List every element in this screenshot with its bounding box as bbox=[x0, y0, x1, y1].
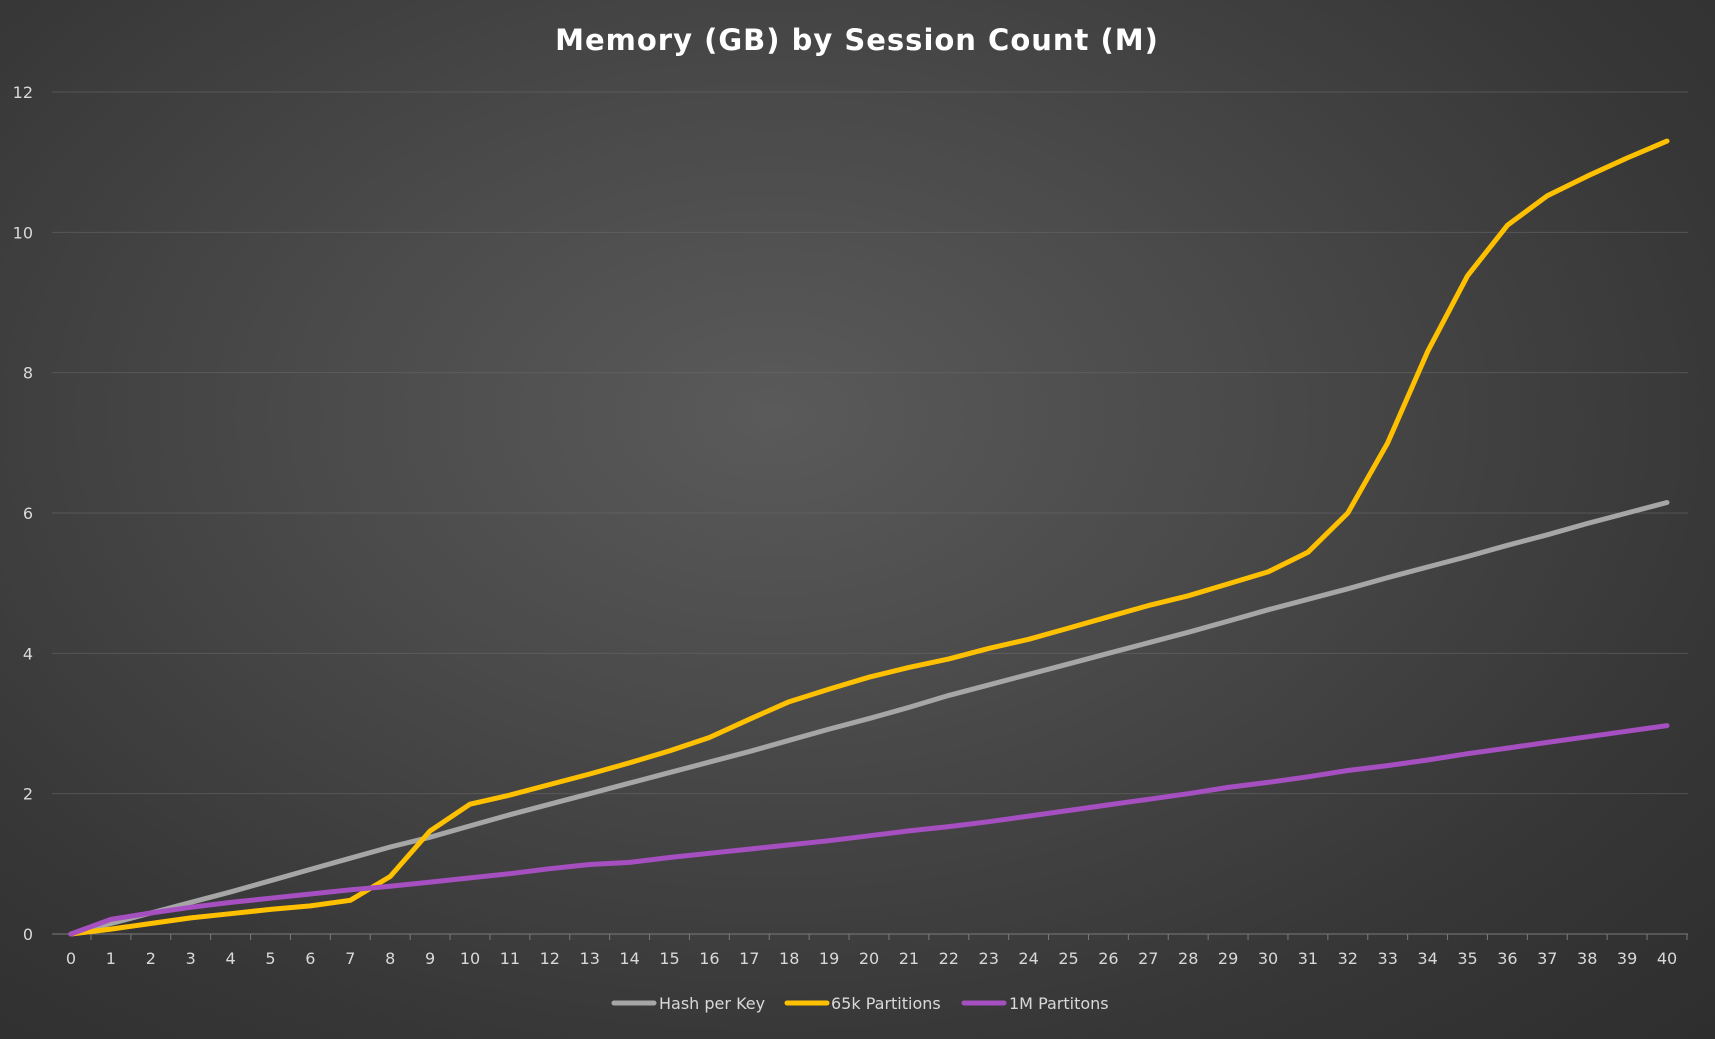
x-tick-label: 12 bbox=[540, 949, 560, 968]
x-tick-label: 1 bbox=[106, 949, 116, 968]
y-tick-label: 2 bbox=[23, 785, 33, 804]
series-lines bbox=[68, 138, 1670, 937]
x-tick-label: 5 bbox=[265, 949, 275, 968]
legend-label-2: 65k Partitions bbox=[831, 994, 941, 1013]
x-tick-label: 7 bbox=[345, 949, 355, 968]
x-tick-label: 38 bbox=[1577, 949, 1597, 968]
x-tick-label: 17 bbox=[739, 949, 759, 968]
x-tick-label: 28 bbox=[1178, 949, 1198, 968]
y-tick-label: 8 bbox=[23, 364, 33, 383]
y-tick-label: 6 bbox=[23, 504, 33, 523]
x-tick-label: 6 bbox=[305, 949, 315, 968]
x-tick-label: 18 bbox=[779, 949, 799, 968]
legend-label-1: Hash per Key bbox=[659, 994, 765, 1013]
x-tick-label: 35 bbox=[1457, 949, 1477, 968]
x-tick-label: 2 bbox=[146, 949, 156, 968]
x-tick-label: 27 bbox=[1138, 949, 1158, 968]
y-axis-tick-labels: 0 2 4 6 8 10 12 bbox=[13, 83, 33, 944]
series-line-3 bbox=[68, 723, 1670, 937]
x-tick-label: 26 bbox=[1098, 949, 1118, 968]
x-tick-label: 3 bbox=[186, 949, 196, 968]
x-tick-label: 40 bbox=[1657, 949, 1677, 968]
legend: Hash per Key 65k Partitions 1M Partitons bbox=[611, 994, 1109, 1013]
x-tick-label: 30 bbox=[1258, 949, 1278, 968]
y-tick-label: 10 bbox=[13, 223, 33, 242]
gridlines bbox=[52, 91, 1688, 795]
x-tick-label: 13 bbox=[580, 949, 600, 968]
x-tick-label: 14 bbox=[619, 949, 639, 968]
chart-title: Memory (GB) by Session Count (M) bbox=[555, 23, 1159, 57]
x-tick-label: 20 bbox=[859, 949, 879, 968]
x-tick-label: 16 bbox=[699, 949, 719, 968]
x-tick-label: 4 bbox=[226, 949, 236, 968]
x-tick-label: 32 bbox=[1338, 949, 1358, 968]
x-tick-label: 9 bbox=[425, 949, 435, 968]
x-tick-label: 10 bbox=[460, 949, 480, 968]
series-line-1 bbox=[68, 500, 1670, 937]
x-tick-label: 33 bbox=[1378, 949, 1398, 968]
x-tick-label: 36 bbox=[1497, 949, 1517, 968]
x-tick-label: 31 bbox=[1298, 949, 1318, 968]
x-tick-label: 39 bbox=[1617, 949, 1637, 968]
x-tick-label: 0 bbox=[66, 949, 76, 968]
x-tick-label: 8 bbox=[385, 949, 395, 968]
x-tick-label: 29 bbox=[1218, 949, 1238, 968]
x-tick-label: 34 bbox=[1417, 949, 1437, 968]
x-axis: 0 1 2 3 4 5 6 7 8 9 10 11 12 13 14 15 16 17 18 19 20 21 22 23 24… bbox=[52, 933, 1688, 968]
x-tick-label: 11 bbox=[500, 949, 520, 968]
x-tick-label: 22 bbox=[939, 949, 959, 968]
x-tick-label: 19 bbox=[819, 949, 839, 968]
x-tick-label: 21 bbox=[899, 949, 919, 968]
x-tick-label: 23 bbox=[979, 949, 999, 968]
x-tick-label: 24 bbox=[1018, 949, 1038, 968]
series-line-2 bbox=[68, 138, 1670, 937]
legend-label-3: 1M Partitons bbox=[1009, 994, 1109, 1013]
y-tick-label: 12 bbox=[13, 83, 33, 102]
y-tick-label: 0 bbox=[23, 925, 33, 944]
y-tick-label: 4 bbox=[23, 644, 33, 663]
x-tick-label: 37 bbox=[1537, 949, 1557, 968]
x-tick-label: 15 bbox=[659, 949, 679, 968]
x-tick-label: 25 bbox=[1058, 949, 1078, 968]
